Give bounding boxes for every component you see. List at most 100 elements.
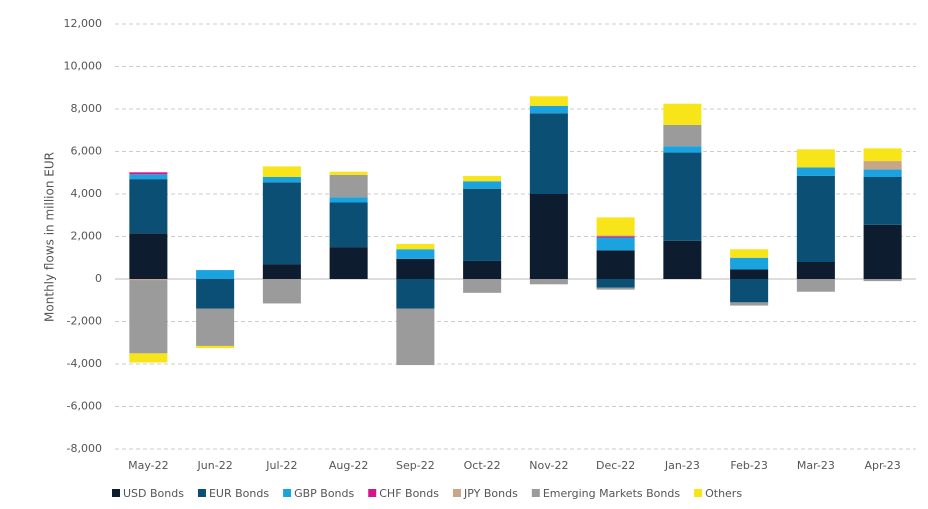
legend-label: Others (705, 487, 742, 500)
legend-swatch (368, 489, 377, 497)
y-tick-label: -6,000 (67, 400, 102, 413)
legend-label: USD Bonds (123, 487, 184, 500)
bar-segment (596, 236, 635, 238)
bar-segment (796, 279, 835, 292)
bar-segment (396, 249, 435, 259)
bar-segment (863, 169, 902, 177)
bar-segment (262, 177, 301, 183)
bar-segment (529, 96, 568, 106)
x-tick-label: May-22 (128, 459, 169, 472)
legend-label: Emerging Markets Bonds (543, 487, 681, 500)
bar-segment (596, 287, 635, 290)
bar-segment (129, 233, 168, 279)
bar-segment (863, 224, 902, 279)
bar-segment (329, 202, 368, 248)
bar-segment (529, 194, 568, 279)
bar-segment (863, 177, 902, 225)
y-tick-label: 0 (95, 272, 102, 285)
bar-segment (196, 270, 235, 279)
bar-segment (796, 149, 835, 168)
bar-segment (663, 152, 702, 241)
bar-segment (196, 279, 235, 309)
bar-segment (863, 279, 902, 282)
x-tick-label: Mar-23 (797, 459, 835, 472)
bar-segment (529, 105, 568, 114)
legend-swatch (694, 489, 703, 497)
bar-segment (663, 124, 702, 147)
bar-segment (463, 260, 502, 279)
y-tick-label: 12,000 (64, 17, 103, 30)
legend-swatch (531, 489, 540, 497)
bar-segment (396, 243, 435, 250)
bar-segment (529, 279, 568, 285)
legend-swatch (283, 489, 292, 497)
bar-segment (262, 182, 301, 265)
bar-segment (863, 148, 902, 162)
legend-swatch (197, 489, 206, 497)
y-tick-label: 8,000 (71, 102, 103, 115)
y-tick-label: 4,000 (71, 187, 103, 200)
bar-segment (663, 103, 702, 125)
legend-swatch (453, 489, 461, 497)
bar-segment (196, 308, 235, 346)
bar-segment (596, 250, 635, 279)
bar-segment (730, 257, 769, 270)
y-axis-label: Monthly flows in million EUR (43, 152, 57, 322)
bar-segment (396, 279, 435, 309)
bar-segment (129, 172, 168, 175)
bar-segment (329, 247, 368, 279)
bar-segment (529, 113, 568, 194)
x-tick-label: Sep-22 (396, 459, 435, 472)
bar-segment (129, 179, 168, 234)
legend-label: JPY Bonds (463, 487, 518, 500)
bar-segment (329, 174, 368, 198)
bar-segment (129, 353, 168, 363)
x-tick-label: Dec-22 (596, 459, 635, 472)
bar-segment (463, 181, 502, 189)
bar-segment (596, 235, 635, 237)
bar-segment (796, 167, 835, 176)
bar-segment (129, 174, 168, 180)
bar-segment (129, 279, 168, 281)
bar-segment (730, 269, 769, 279)
y-tick-label: 10,000 (64, 60, 103, 73)
x-tick-label: Jan-23 (664, 459, 700, 472)
legend-label: CHF Bonds (379, 487, 439, 500)
x-tick-label: Feb-23 (730, 459, 767, 472)
legend-swatch (112, 489, 120, 497)
x-tick-label: Jun-22 (197, 459, 233, 472)
bar-segment (329, 171, 368, 175)
bar-segment (730, 249, 769, 258)
x-tick-label: Oct-22 (464, 459, 501, 472)
bar-segment (463, 175, 502, 182)
legend-label: EUR Bonds (209, 487, 269, 500)
bar-segment (329, 197, 368, 203)
bar-segment (596, 217, 635, 236)
bar-segment (129, 280, 168, 354)
y-tick-label: -8,000 (67, 442, 102, 455)
bar-segment (463, 279, 502, 293)
bar-segment (663, 240, 702, 279)
x-tick-label: Nov-22 (529, 459, 568, 472)
legend-label: GBP Bonds (294, 487, 354, 500)
bar-segment (663, 146, 702, 153)
bar-segment (262, 264, 301, 279)
bar-segment (863, 161, 902, 170)
bar-segment (730, 302, 769, 306)
bar-segment (796, 175, 835, 262)
bar-segment (396, 258, 435, 279)
y-tick-label: 6,000 (71, 145, 103, 158)
bar-segment (262, 279, 301, 304)
bar-segment (796, 262, 835, 279)
x-tick-label: Aug-22 (329, 459, 368, 472)
bar-segment (196, 345, 235, 349)
bar-segment (730, 279, 769, 303)
y-tick-label: 2,000 (71, 230, 103, 243)
bar-segment (463, 188, 502, 261)
bar-segment (596, 237, 635, 251)
x-tick-label: Apr-23 (864, 459, 900, 472)
bar-segment (262, 166, 301, 177)
y-tick-label: -2,000 (67, 315, 102, 328)
y-tick-label: -4,000 (67, 357, 102, 370)
